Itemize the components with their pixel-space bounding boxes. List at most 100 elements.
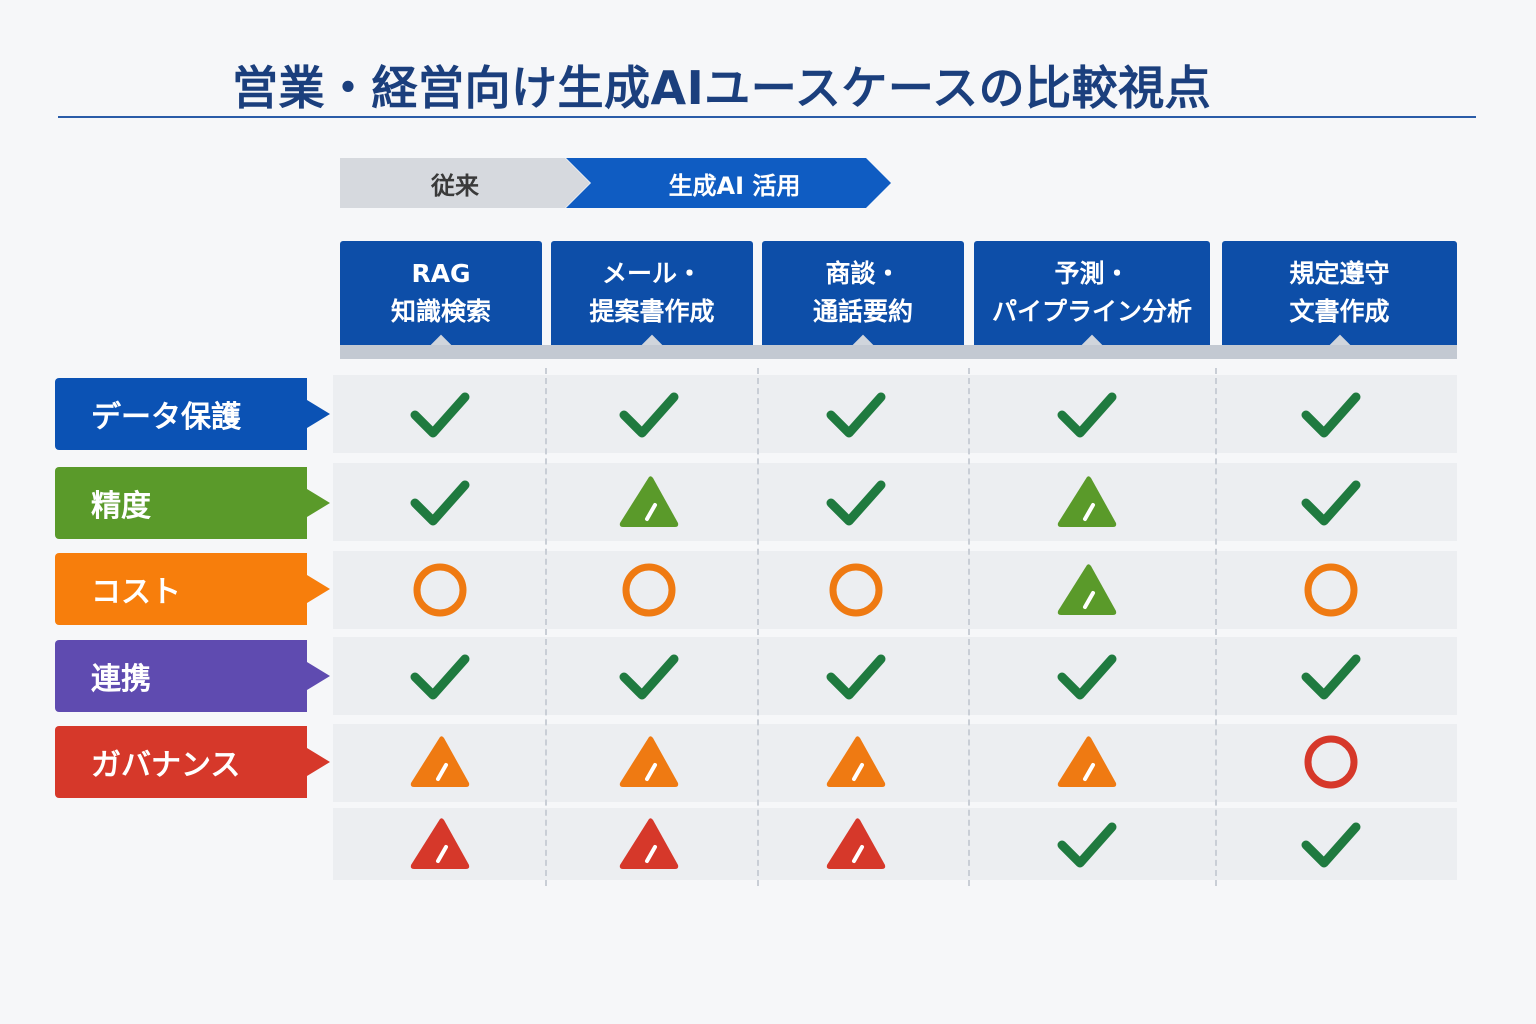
phase-arrow-new: 生成AI 活用 (566, 158, 891, 208)
column-header-line2: 提案書作成 (589, 297, 715, 326)
check-icon (1057, 392, 1117, 438)
circle-icon (816, 550, 896, 630)
check-icon (1057, 822, 1117, 868)
column-header-line2: 知識検索 (390, 297, 491, 326)
check-icon (826, 654, 886, 700)
triangle-warning-icon (1047, 550, 1127, 630)
check-icon (1047, 636, 1127, 716)
check-icon (1301, 480, 1361, 526)
column-header-line1: 予測・ (1054, 259, 1130, 288)
column-header-line1: RAG (411, 259, 471, 288)
check-icon (816, 636, 896, 716)
triangle-warning-icon (609, 462, 689, 542)
check-icon (1291, 374, 1371, 454)
phase-old-label: 従来 (431, 171, 479, 200)
triangle-warning-icon (1047, 722, 1127, 802)
triangle-warning-icon (410, 736, 470, 787)
check-icon (410, 392, 470, 438)
phase-new-label: 生成AI 活用 (668, 171, 801, 200)
check-icon (1301, 654, 1361, 700)
circle-icon (400, 550, 480, 630)
check-icon (1301, 822, 1361, 868)
column-header-line1: メール・ (601, 259, 702, 288)
check-icon (619, 654, 679, 700)
column-header-line1: 規定遵守 (1289, 259, 1390, 288)
check-icon (1047, 804, 1127, 884)
grid-row-bg (333, 637, 1457, 715)
column-header-mail: メール・ 提案書作成 (551, 241, 753, 358)
check-icon (1291, 804, 1371, 884)
row-label-text: 連携 (91, 662, 151, 697)
check-icon (816, 462, 896, 542)
triangle-warning-icon (1057, 564, 1117, 615)
check-icon (410, 654, 470, 700)
triangle-warning-icon (826, 736, 886, 787)
triangle-warning-icon (1057, 736, 1117, 787)
triangle-warning-icon (619, 476, 679, 527)
check-icon (1057, 654, 1117, 700)
check-icon (816, 374, 896, 454)
grid-row-bg (333, 551, 1457, 629)
triangle-warning-icon (619, 736, 679, 787)
triangle-warning-icon (1047, 462, 1127, 542)
row-label-text: ガバナンス (91, 748, 241, 783)
row-label-cost: コスト (55, 553, 330, 625)
phase-arrow-old: 従来 (340, 158, 590, 208)
column-header-forecast: 予測・ パイプライン分析 (974, 241, 1210, 358)
check-icon (619, 392, 679, 438)
circle-icon (829, 563, 883, 617)
grid-row-bg (333, 808, 1457, 880)
triangle-warning-icon (609, 722, 689, 802)
column-divider (757, 368, 759, 886)
grid-row-bg (333, 724, 1457, 802)
header-underline-bar (340, 345, 1457, 359)
check-icon (609, 636, 689, 716)
circle-icon (1291, 722, 1371, 802)
triangle-warning-icon (410, 818, 470, 869)
check-icon (1291, 636, 1371, 716)
title-divider (58, 116, 1476, 118)
circle-icon (413, 563, 467, 617)
row-label-text: 精度 (91, 489, 151, 524)
triangle-warning-icon (826, 818, 886, 869)
column-divider (968, 368, 970, 886)
circle-icon (609, 550, 689, 630)
check-icon (826, 480, 886, 526)
column-divider (545, 368, 547, 886)
column-header-compliance: 規定遵守 文書作成 (1222, 241, 1457, 358)
triangle-warning-icon (609, 804, 689, 884)
column-header-call-summary: 商談・ 通話要約 (762, 241, 964, 358)
row-label-data-protection: データ保護 (55, 378, 330, 450)
circle-icon (1291, 550, 1371, 630)
column-header-line2: 文書作成 (1289, 297, 1390, 326)
grid-row-bg (333, 463, 1457, 541)
column-header-line1: 商談・ (825, 259, 901, 288)
circle-icon (1304, 735, 1358, 789)
triangle-warning-icon (816, 804, 896, 884)
check-icon (1047, 374, 1127, 454)
triangle-warning-icon (400, 722, 480, 802)
triangle-warning-icon (1057, 476, 1117, 527)
check-icon (400, 636, 480, 716)
triangle-warning-icon (400, 804, 480, 884)
column-header-rag: RAG 知識検索 (340, 241, 542, 358)
check-icon (826, 392, 886, 438)
column-header-line2: 通話要約 (812, 297, 913, 326)
row-label-accuracy: 精度 (55, 467, 330, 539)
row-label-governance: ガバナンス (55, 726, 330, 798)
row-label-text: データ保護 (91, 400, 241, 435)
column-divider (1215, 368, 1217, 886)
row-label-integration: 連携 (55, 640, 330, 712)
check-icon (1301, 392, 1361, 438)
check-icon (400, 462, 480, 542)
circle-icon (622, 563, 676, 617)
check-icon (609, 374, 689, 454)
column-header-line2: パイプライン分析 (991, 297, 1192, 326)
circle-icon (1304, 563, 1358, 617)
grid-row-bg (333, 375, 1457, 453)
page-title: 営業・経営向け生成AIユースケースの比較視点 (232, 61, 1212, 115)
check-icon (410, 480, 470, 526)
triangle-warning-icon (619, 818, 679, 869)
row-label-text: コスト (91, 575, 181, 610)
triangle-warning-icon (816, 722, 896, 802)
